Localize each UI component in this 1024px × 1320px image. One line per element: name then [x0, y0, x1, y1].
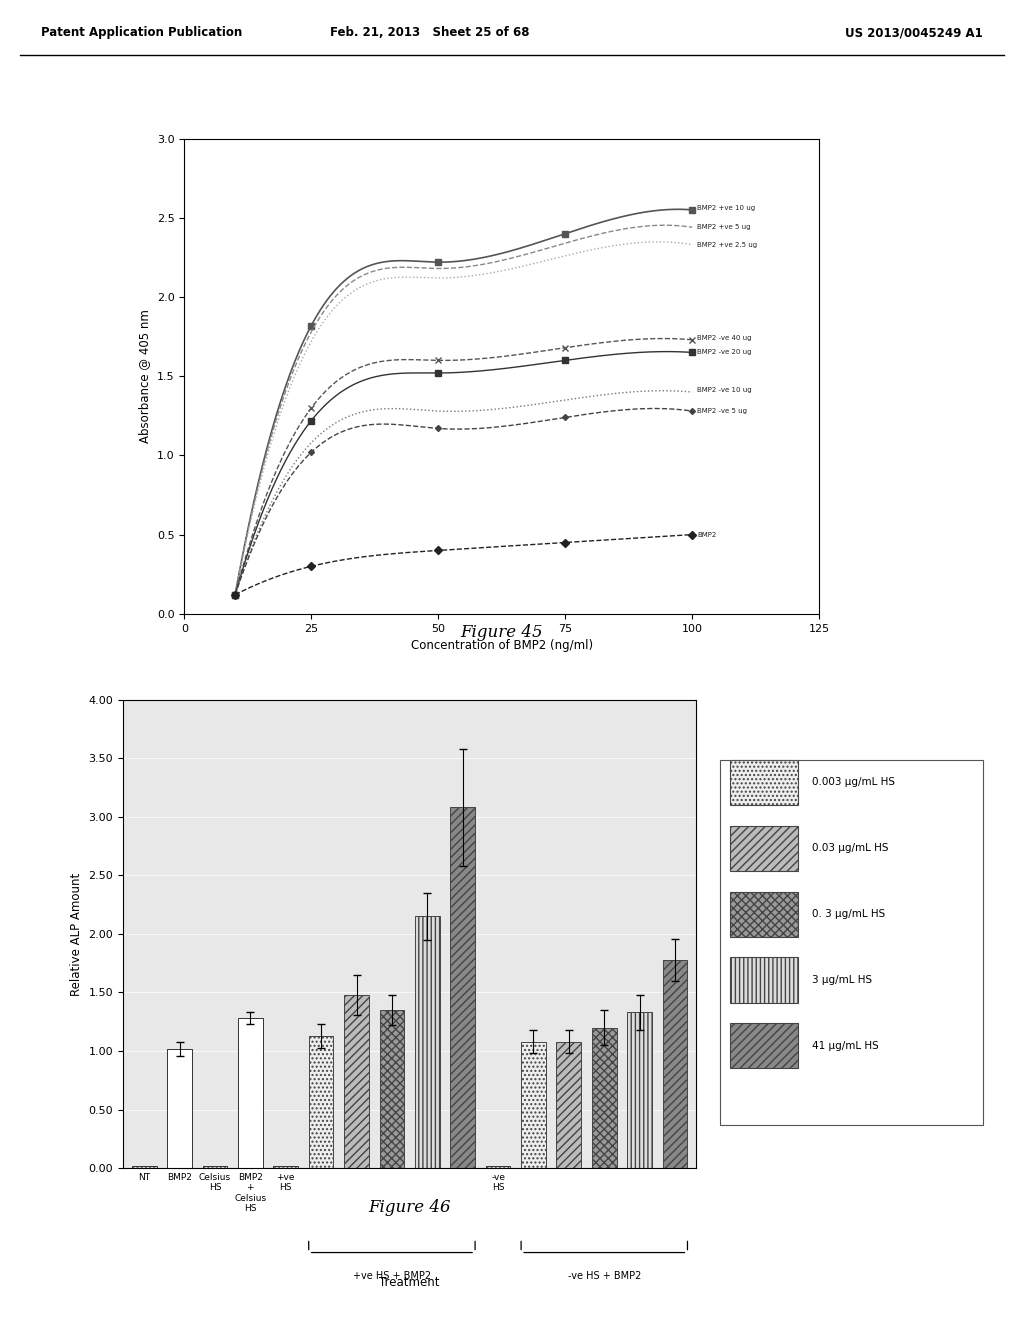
- Text: US 2013/0045249 A1: US 2013/0045249 A1: [845, 26, 983, 40]
- Bar: [730, 760, 799, 805]
- Text: +ve HS + BMP2: +ve HS + BMP2: [353, 1271, 431, 1282]
- Bar: [730, 891, 799, 937]
- Bar: [485, 1166, 511, 1168]
- Bar: [663, 960, 687, 1168]
- Text: 41 μg/mL HS: 41 μg/mL HS: [812, 1041, 879, 1051]
- Bar: [380, 1010, 404, 1168]
- Text: BMP2: BMP2: [697, 532, 717, 537]
- Bar: [203, 1166, 227, 1168]
- Text: Feb. 21, 2013   Sheet 25 of 68: Feb. 21, 2013 Sheet 25 of 68: [331, 26, 529, 40]
- Bar: [238, 1018, 263, 1168]
- Bar: [730, 957, 799, 1003]
- Text: BMP2 +ve 2.5 ug: BMP2 +ve 2.5 ug: [697, 242, 758, 248]
- Text: 0. 3 μg/mL HS: 0. 3 μg/mL HS: [812, 909, 885, 919]
- Bar: [273, 1166, 298, 1168]
- Text: BMP2 -ve 10 ug: BMP2 -ve 10 ug: [697, 388, 752, 393]
- Bar: [344, 995, 369, 1168]
- Text: 0.003 μg/mL HS: 0.003 μg/mL HS: [812, 777, 895, 788]
- Text: BMP2 +ve 10 ug: BMP2 +ve 10 ug: [697, 206, 756, 211]
- Y-axis label: Absorbance @ 405 nm: Absorbance @ 405 nm: [138, 309, 152, 444]
- Bar: [415, 916, 439, 1168]
- Text: Patent Application Publication: Patent Application Publication: [41, 26, 243, 40]
- Text: 3 μg/mL HS: 3 μg/mL HS: [812, 975, 871, 985]
- Bar: [730, 826, 799, 871]
- Bar: [521, 1041, 546, 1168]
- Bar: [451, 808, 475, 1168]
- Text: BMP2 -ve 20 ug: BMP2 -ve 20 ug: [697, 350, 752, 355]
- Bar: [730, 1023, 799, 1068]
- Text: Figure 45: Figure 45: [461, 624, 543, 642]
- Text: BMP2 -ve 40 ug: BMP2 -ve 40 ug: [697, 335, 752, 341]
- Text: 0.03 μg/mL HS: 0.03 μg/mL HS: [812, 843, 888, 853]
- Bar: [132, 1166, 157, 1168]
- Text: Figure 46: Figure 46: [369, 1199, 451, 1216]
- Bar: [308, 1036, 334, 1168]
- Bar: [167, 1048, 191, 1168]
- Bar: [556, 1041, 582, 1168]
- Text: BMP2 -ve 5 ug: BMP2 -ve 5 ug: [697, 408, 748, 414]
- Bar: [592, 1027, 616, 1168]
- Y-axis label: Relative ALP Amount: Relative ALP Amount: [70, 873, 83, 995]
- Bar: [628, 1012, 652, 1168]
- X-axis label: Concentration of BMP2 (ng/ml): Concentration of BMP2 (ng/ml): [411, 639, 593, 652]
- Text: BMP2 +ve 5 ug: BMP2 +ve 5 ug: [697, 224, 751, 230]
- Text: -ve HS + BMP2: -ve HS + BMP2: [567, 1271, 641, 1282]
- X-axis label: Treatment: Treatment: [379, 1275, 440, 1288]
